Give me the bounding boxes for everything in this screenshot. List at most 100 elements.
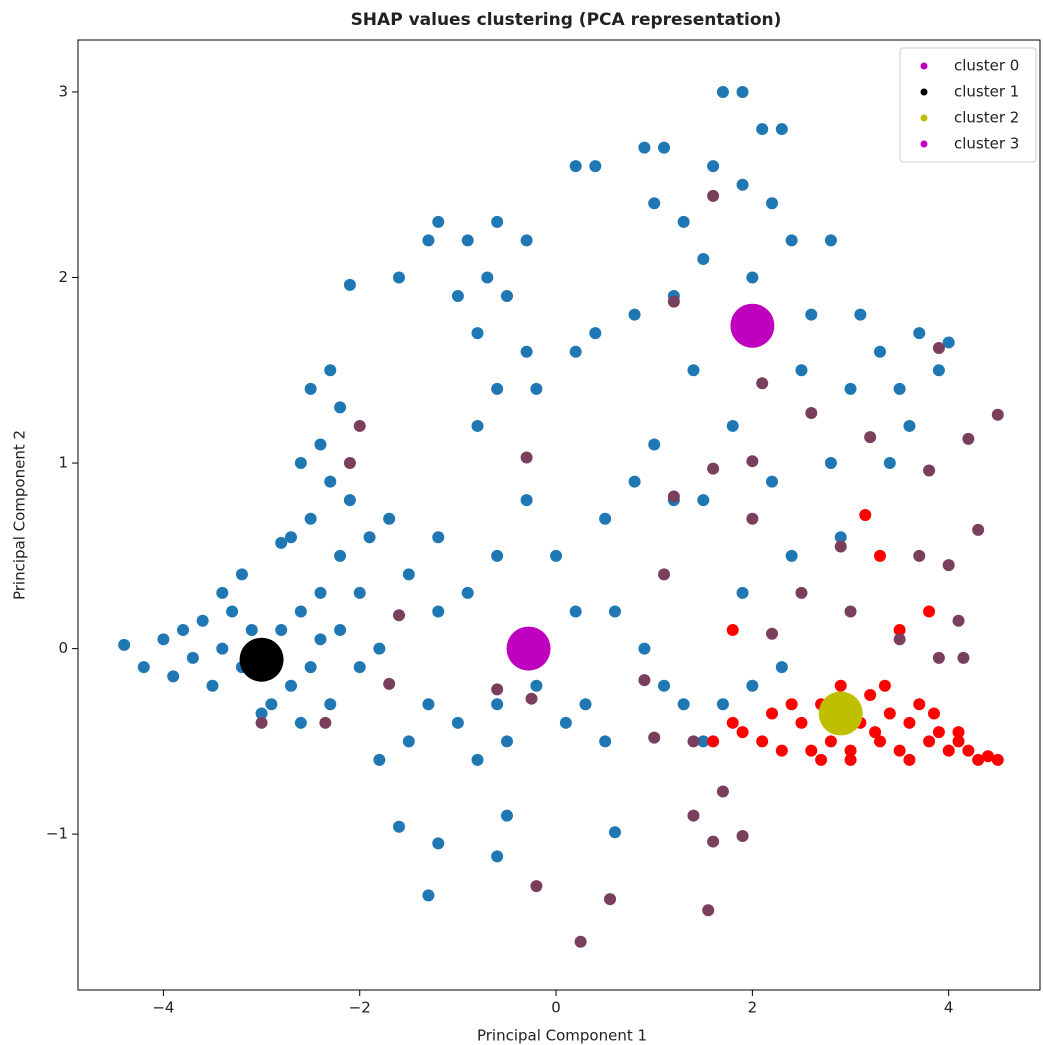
point (363, 531, 376, 544)
point (785, 234, 798, 247)
point (824, 234, 837, 247)
point (766, 627, 779, 640)
point (687, 364, 700, 377)
point (265, 698, 278, 711)
point (383, 677, 396, 690)
point (569, 160, 582, 173)
point (716, 785, 729, 798)
point (859, 509, 872, 521)
point (736, 586, 749, 599)
plot-frame (77, 39, 1041, 991)
point (707, 160, 720, 173)
point (471, 327, 484, 340)
point (667, 295, 680, 308)
point (638, 642, 651, 655)
point (746, 512, 759, 525)
point (285, 531, 298, 544)
point (500, 809, 513, 822)
point (677, 698, 690, 711)
point (530, 880, 543, 893)
point (972, 523, 985, 536)
point (658, 568, 671, 581)
point (746, 679, 759, 692)
point (818, 691, 863, 736)
point (491, 549, 504, 562)
point (864, 688, 877, 701)
legend-marker (920, 140, 928, 148)
point (579, 698, 592, 711)
point (756, 735, 769, 748)
point (844, 605, 857, 618)
point (520, 234, 533, 247)
point (432, 605, 445, 618)
point (157, 633, 170, 646)
point (913, 549, 926, 562)
point (775, 744, 788, 757)
point (707, 462, 720, 475)
y-axis-label: Principal Component 2 (11, 430, 29, 600)
point (177, 624, 190, 637)
point (942, 559, 955, 572)
point (343, 457, 356, 470)
point (687, 809, 700, 822)
y-tick-label: 3 (58, 82, 68, 100)
point (775, 123, 788, 136)
point (343, 278, 356, 291)
point (432, 837, 445, 850)
point (491, 698, 504, 711)
point (824, 735, 837, 748)
point (756, 123, 769, 136)
point (550, 549, 563, 562)
point (658, 679, 671, 692)
point (903, 419, 916, 432)
point (638, 674, 651, 687)
point (491, 382, 504, 395)
point (137, 661, 150, 674)
point (736, 726, 749, 739)
point (304, 512, 317, 525)
point (559, 716, 572, 729)
point (903, 716, 916, 729)
legend-marker (920, 88, 928, 96)
point (491, 215, 504, 228)
point (343, 494, 356, 507)
point (932, 342, 945, 355)
point (932, 651, 945, 664)
point (491, 850, 504, 863)
point (957, 651, 970, 664)
point (392, 820, 405, 833)
point (834, 531, 847, 544)
point (844, 744, 857, 757)
point (530, 679, 543, 692)
point (599, 735, 612, 748)
point (638, 141, 651, 154)
point (628, 475, 641, 488)
point (726, 716, 739, 729)
point (481, 271, 494, 284)
point (883, 707, 896, 720)
point (942, 336, 955, 349)
point (589, 160, 602, 173)
point (844, 753, 857, 766)
point (324, 698, 337, 711)
point (353, 586, 366, 599)
y-tick-label: 0 (58, 639, 68, 657)
point (893, 633, 906, 646)
point (726, 419, 739, 432)
point (707, 735, 720, 748)
chart-title: SHAP values clustering (PCA representati… (351, 10, 782, 30)
point (952, 735, 965, 748)
point (334, 401, 347, 414)
point (324, 364, 337, 377)
point (392, 609, 405, 622)
point (520, 345, 533, 358)
point (746, 271, 759, 284)
point (451, 716, 464, 729)
point (334, 624, 347, 637)
point (589, 327, 602, 340)
point (608, 605, 621, 618)
point (869, 726, 882, 739)
point (795, 364, 808, 377)
point (834, 679, 847, 692)
point (716, 85, 729, 98)
